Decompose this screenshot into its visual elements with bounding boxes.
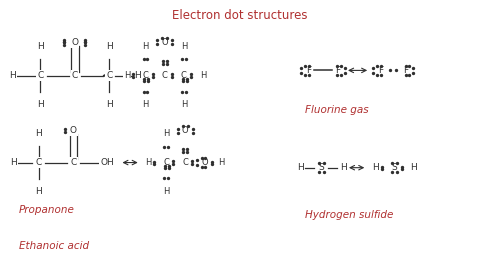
Text: H: H	[142, 41, 149, 51]
Text: H: H	[180, 100, 187, 110]
Text: H: H	[37, 100, 44, 110]
Text: H: H	[372, 163, 379, 172]
Text: C: C	[182, 158, 188, 167]
Text: F: F	[378, 66, 383, 75]
Text: C: C	[181, 71, 187, 80]
Text: H: H	[297, 163, 303, 172]
Text: H: H	[36, 129, 42, 138]
Text: H: H	[163, 129, 169, 138]
Text: C: C	[163, 158, 169, 167]
Text: H: H	[36, 187, 42, 197]
Text: S: S	[319, 163, 324, 172]
Text: F: F	[306, 66, 311, 75]
Text: C: C	[72, 71, 78, 80]
Text: O: O	[201, 158, 208, 167]
Text: Ethanoic acid: Ethanoic acid	[19, 241, 89, 251]
Text: C: C	[162, 71, 168, 80]
Text: H: H	[124, 71, 131, 80]
Text: C: C	[143, 71, 148, 80]
Text: H: H	[410, 163, 417, 172]
Text: O: O	[70, 126, 77, 135]
Text: F: F	[403, 66, 408, 75]
Text: H: H	[9, 71, 16, 80]
Text: H: H	[142, 100, 149, 110]
Text: H: H	[340, 163, 347, 172]
Text: Propanone: Propanone	[19, 205, 75, 215]
Text: O: O	[72, 38, 78, 47]
Text: C: C	[36, 158, 42, 167]
Text: O: O	[182, 126, 189, 135]
Text: H: H	[144, 158, 151, 167]
Text: H: H	[163, 187, 169, 197]
Text: H: H	[218, 158, 225, 167]
Text: H: H	[134, 71, 141, 80]
Text: C: C	[37, 71, 44, 80]
Text: C: C	[106, 71, 113, 80]
Text: F: F	[335, 66, 340, 75]
Text: H: H	[10, 158, 17, 167]
Text: Electron dot structures: Electron dot structures	[172, 9, 308, 22]
Text: O: O	[161, 38, 168, 47]
Text: H: H	[180, 41, 187, 51]
Text: Hydrogen sulfide: Hydrogen sulfide	[305, 210, 393, 220]
Text: H: H	[37, 41, 44, 51]
Text: H: H	[200, 71, 206, 80]
Text: C: C	[70, 158, 77, 167]
Text: Fluorine gas: Fluorine gas	[305, 105, 369, 115]
Text: OH: OH	[100, 158, 114, 167]
Text: H: H	[106, 41, 113, 51]
Text: H: H	[106, 100, 113, 110]
Text: S: S	[392, 163, 397, 172]
